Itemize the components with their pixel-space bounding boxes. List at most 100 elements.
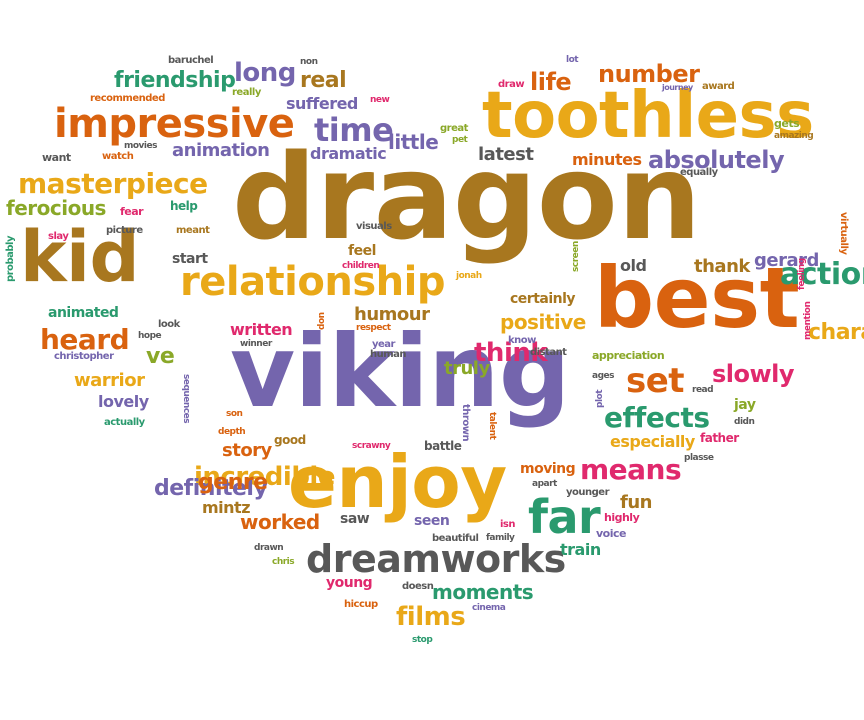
word-great: great bbox=[440, 123, 468, 134]
word-baruchel: baruchel bbox=[168, 55, 214, 66]
word-want: want bbox=[42, 151, 71, 164]
word-actually: actually bbox=[104, 417, 145, 428]
word-movies: movies bbox=[124, 141, 157, 151]
word-minutes: minutes bbox=[572, 150, 642, 169]
word-truly: truly bbox=[444, 358, 490, 379]
word-watch: watch bbox=[102, 151, 134, 162]
word-christopher: christopher bbox=[54, 351, 114, 362]
word-help: help bbox=[170, 199, 198, 213]
word-family: family bbox=[486, 533, 515, 543]
word-far: far bbox=[528, 490, 601, 544]
word-award: award bbox=[702, 81, 735, 92]
word-recommended: recommended bbox=[90, 93, 165, 104]
word-humour: humour bbox=[354, 304, 430, 325]
word-gerard: gerard bbox=[754, 250, 819, 271]
word-certainly: certainly bbox=[510, 291, 576, 307]
word-younger: younger bbox=[566, 487, 610, 498]
word-stop: stop bbox=[412, 635, 433, 645]
word-highly: highly bbox=[604, 511, 640, 524]
word-picture: picture bbox=[106, 225, 143, 236]
word-relationship: relationship bbox=[180, 259, 445, 305]
word-young: young bbox=[326, 575, 373, 591]
word-heard: heard bbox=[40, 323, 130, 356]
word-dreamworks: dreamworks bbox=[306, 537, 566, 581]
word-old: old bbox=[620, 256, 647, 275]
word-cinema: cinema bbox=[472, 603, 506, 613]
word-non: non bbox=[300, 57, 318, 67]
word-draw: draw bbox=[498, 79, 525, 90]
word-start: start bbox=[172, 251, 208, 267]
word-impressive: impressive bbox=[54, 101, 295, 147]
word-children: children bbox=[342, 261, 380, 271]
word-jonah: jonah bbox=[456, 271, 482, 281]
word-long: long bbox=[234, 58, 296, 88]
word-viking: viking bbox=[230, 313, 571, 430]
word-feel: feel bbox=[348, 243, 376, 259]
word-effects: effects bbox=[604, 401, 710, 434]
word-definitely: definitely bbox=[154, 476, 268, 501]
word-feeling: feeling bbox=[797, 258, 807, 290]
word-enjoy: enjoy bbox=[288, 440, 507, 524]
word-dragon: dragon bbox=[232, 128, 701, 266]
word-warrior: warrior bbox=[74, 370, 145, 391]
word-think: think bbox=[474, 338, 548, 368]
word-appreciation: appreciation bbox=[592, 349, 665, 362]
word-means: means bbox=[580, 453, 682, 486]
word-visuals: visuals bbox=[356, 221, 392, 232]
word-plasse: plasse bbox=[684, 453, 714, 463]
word-look: look bbox=[158, 319, 180, 330]
word-best: best bbox=[594, 249, 800, 347]
word-depth: depth bbox=[218, 427, 246, 437]
word-son: son bbox=[226, 409, 243, 419]
word-ve: ve bbox=[146, 344, 175, 369]
word-didn: didn bbox=[734, 417, 755, 427]
word-ages: ages bbox=[592, 371, 614, 381]
word-kid: kid bbox=[20, 216, 140, 298]
word-hope: hope bbox=[138, 331, 162, 341]
word-virtually: virtually bbox=[838, 212, 849, 255]
word-plot: plot bbox=[595, 389, 605, 408]
word-jay: jay bbox=[734, 397, 756, 413]
word-mintz: mintz bbox=[202, 498, 251, 517]
word-absolutely: absolutely bbox=[648, 146, 785, 174]
word-moving: moving bbox=[520, 461, 576, 477]
word-thrown: thrown bbox=[460, 404, 471, 442]
word-slowly: slowly bbox=[712, 360, 795, 388]
word-lot: lot bbox=[566, 55, 579, 65]
word-don: don bbox=[317, 312, 327, 330]
word-story: story bbox=[222, 440, 272, 461]
word-meant: meant bbox=[176, 225, 210, 236]
word-distant: distant bbox=[530, 347, 567, 358]
word-talent: talent bbox=[487, 412, 497, 440]
word-slay: slay bbox=[48, 231, 69, 242]
word-masterpiece: masterpiece bbox=[18, 167, 208, 200]
word-scrawny: scrawny bbox=[352, 441, 391, 451]
word-read: read bbox=[692, 385, 714, 395]
word-incredible: incredible bbox=[194, 462, 335, 492]
word-winner: winner bbox=[240, 339, 272, 349]
word-fun: fun bbox=[620, 492, 652, 513]
word-battle: battle bbox=[424, 439, 462, 453]
word-father: father bbox=[700, 431, 739, 445]
word-written: written bbox=[230, 320, 293, 339]
word-screen: screen bbox=[571, 241, 581, 272]
word-mention: mention bbox=[803, 301, 813, 340]
word-saw: saw bbox=[340, 511, 370, 527]
word-time: time bbox=[314, 111, 394, 149]
word-probably: probably bbox=[5, 236, 16, 282]
word-ferocious: ferocious bbox=[6, 196, 106, 220]
word-set: set bbox=[626, 361, 685, 401]
word-chris: chris bbox=[272, 557, 295, 567]
word-year: year bbox=[372, 339, 395, 350]
word-number: number bbox=[598, 60, 700, 88]
word-positive: positive bbox=[500, 310, 586, 334]
word-amazing: amazing bbox=[774, 131, 814, 141]
word-films: films bbox=[396, 602, 466, 632]
word-worked: worked bbox=[240, 510, 320, 534]
word-good: good bbox=[274, 433, 306, 447]
word-pet: pet bbox=[452, 135, 468, 145]
word-apart: apart bbox=[532, 479, 557, 489]
word-moments: moments bbox=[432, 580, 534, 604]
word-little: little bbox=[388, 130, 439, 154]
